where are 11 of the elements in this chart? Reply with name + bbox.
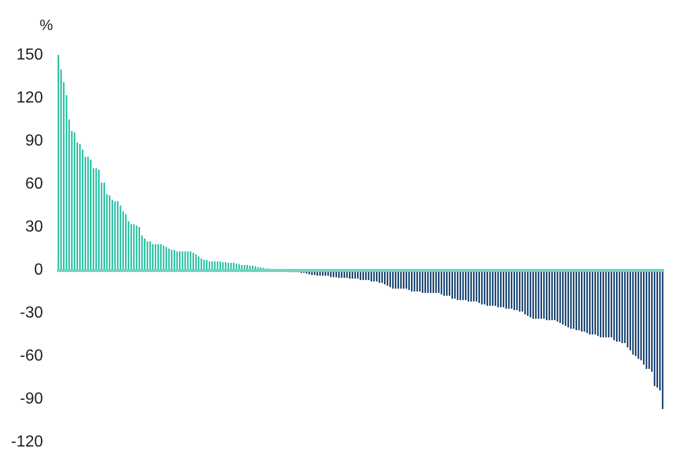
y-tick-label: -60: [20, 348, 44, 364]
y-tick-label: -30: [20, 304, 44, 322]
y-tick-label: 0: [34, 262, 44, 278]
y-tick-label: 150: [16, 46, 44, 64]
y-tick-label: 120: [16, 90, 44, 106]
y-tick-label: 30: [25, 218, 44, 236]
y-tick-label: -120: [10, 434, 44, 450]
y-tick-label: 90: [25, 132, 44, 150]
y-tick-label: -90: [20, 390, 44, 408]
y-tick-label: 60: [25, 176, 44, 192]
y-axis-title: %: [40, 17, 54, 34]
